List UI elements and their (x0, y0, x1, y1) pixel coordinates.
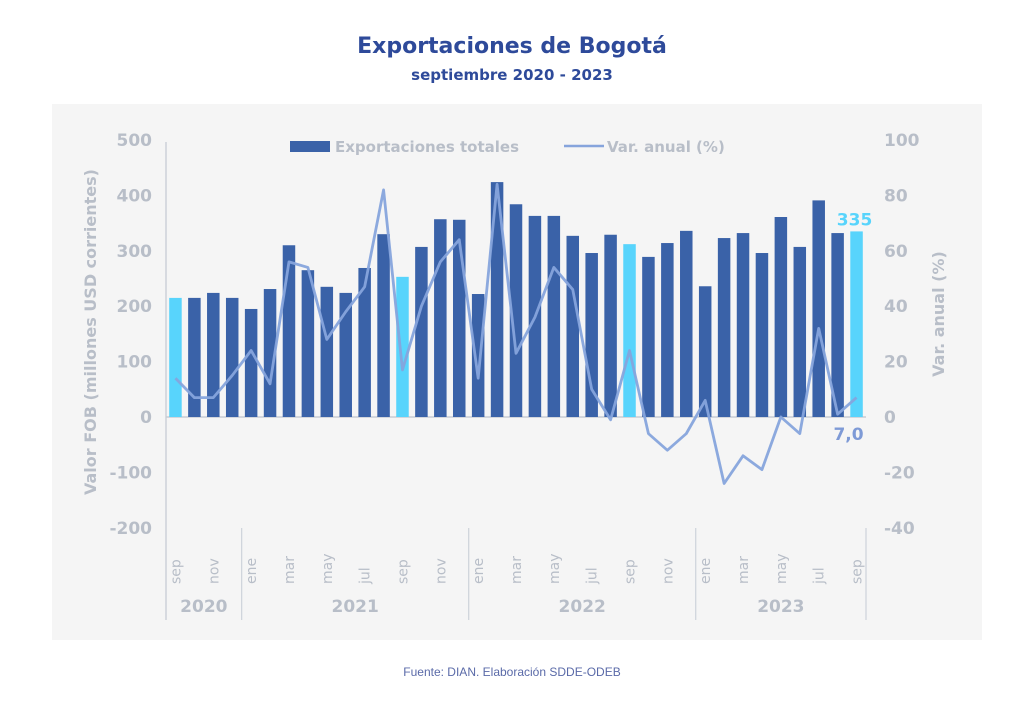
x-month-label: jul (358, 567, 374, 585)
line-series (174, 182, 858, 485)
x-month-label: ene (698, 558, 714, 584)
chart-title: Exportaciones de Bogotá (357, 34, 667, 59)
bar (774, 217, 788, 417)
y-tick-label: -100 (109, 463, 152, 483)
x-month-label: mar (282, 556, 298, 584)
x-month-label: ene (244, 558, 260, 584)
bars-series (169, 182, 863, 417)
bar (755, 253, 769, 417)
last-line-data-label: 7,0 (833, 425, 863, 445)
bar (850, 231, 863, 417)
bar (282, 245, 296, 417)
legend-line-label: Var. anual (%) (607, 138, 725, 156)
x-month-label: mar (736, 556, 752, 584)
y2-tick-label: 40 (884, 297, 908, 317)
y-tick-label: 200 (117, 297, 153, 317)
x-month-label: mar (509, 556, 525, 584)
x-month-label: may (774, 553, 790, 584)
x-year-label: 2021 (332, 597, 379, 617)
y2-tick-label: 0 (884, 408, 896, 428)
y-tick-label: -200 (109, 519, 152, 539)
y-axis-title: Valor FOB (millones USD corrientes) (81, 169, 100, 495)
x-month-label: sep (623, 559, 639, 584)
y2-tick-label: 60 (884, 242, 908, 262)
y-tick-label: 400 (117, 186, 153, 206)
legend-bar-swatch (290, 141, 330, 152)
bar (320, 286, 334, 417)
x-month-label: nov (433, 558, 449, 584)
x-month-label: may (547, 553, 563, 584)
x-month-label: ene (471, 558, 487, 584)
x-month-label: sep (850, 559, 866, 584)
bar (661, 243, 674, 417)
bar (188, 297, 201, 417)
y2-tick-label: -20 (884, 463, 915, 483)
bar (812, 200, 825, 417)
last-bar-data-label: 335 (837, 210, 873, 230)
y2-tick-label: 100 (884, 131, 920, 151)
bar (396, 276, 409, 417)
bar (604, 234, 617, 417)
bar (736, 233, 750, 417)
bar (339, 292, 352, 417)
bar (680, 230, 693, 417)
bar (415, 246, 428, 417)
bar (566, 235, 580, 417)
y2-tick-label: 20 (884, 353, 908, 373)
bar (585, 253, 598, 417)
x-month-label: sep (168, 559, 184, 584)
bar (263, 289, 277, 417)
x-month-label: jul (585, 567, 601, 585)
y2-tick-label: 80 (884, 186, 908, 206)
chart-subtitle: septiembre 2020 - 2023 (411, 66, 613, 84)
y2-axis-title: Var. anual (%) (929, 251, 948, 377)
x-month-label: jul (812, 567, 828, 585)
bar (509, 204, 523, 417)
y-tick-label: 500 (117, 131, 153, 151)
bar (225, 297, 239, 417)
legend: Exportaciones totales Var. anual (%) (290, 138, 725, 156)
bar (831, 233, 844, 417)
bar (490, 182, 504, 417)
y-tick-label: 100 (117, 353, 153, 373)
bar (793, 246, 807, 417)
bar (377, 234, 390, 417)
bar (623, 244, 636, 417)
bar (547, 215, 561, 417)
x-year-label: 2023 (757, 597, 804, 617)
bar (207, 292, 220, 417)
x-month-label: may (320, 553, 336, 584)
bar (358, 267, 371, 417)
bar (434, 219, 447, 417)
x-month-label: nov (660, 558, 676, 584)
x-month-label: nov (206, 558, 222, 584)
bar (169, 297, 182, 417)
bar (301, 270, 315, 417)
bar (717, 238, 731, 417)
bar (471, 294, 485, 417)
x-month-label: sep (395, 559, 411, 584)
bar (698, 286, 712, 417)
bar (642, 256, 655, 417)
bar (244, 308, 258, 417)
y-tick-label: 0 (140, 408, 152, 428)
legend-bar-label: Exportaciones totales (335, 138, 519, 156)
y-tick-label: 300 (117, 242, 153, 262)
y2-tick-label: -40 (884, 519, 915, 539)
x-year-label: 2020 (180, 597, 227, 617)
x-year-label: 2022 (559, 597, 606, 617)
source-note: Fuente: DIAN. Elaboración SDDE-ODEB (403, 665, 621, 679)
